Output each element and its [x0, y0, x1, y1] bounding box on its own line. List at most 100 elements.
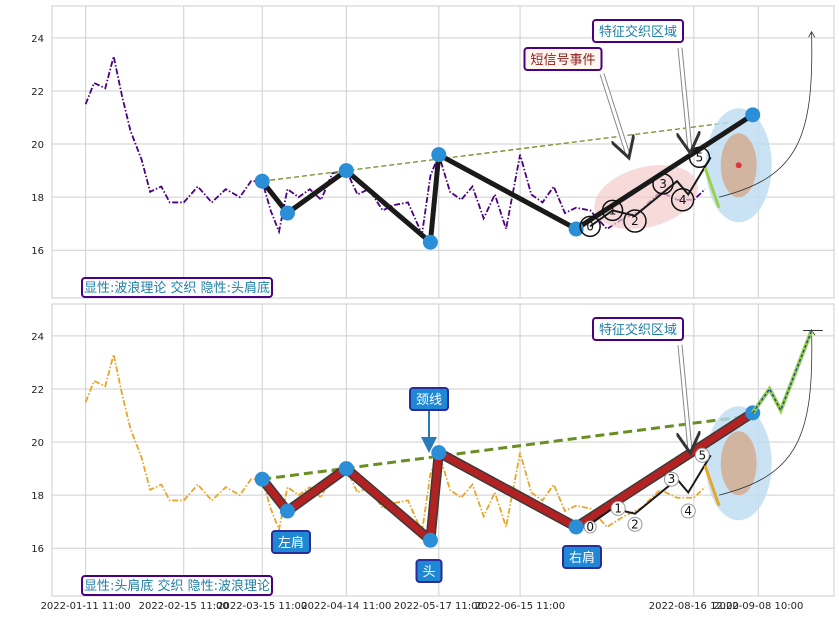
interweave-annotation: 特征交织区域 — [592, 317, 684, 341]
wave-label-circle — [610, 500, 626, 516]
x-tick-label: 2022-02-15 11:00 — [139, 601, 229, 612]
wave-label: 3 — [663, 471, 679, 487]
pivot-point — [338, 461, 354, 477]
pivot-point — [422, 234, 438, 250]
neckline-label: 颈线 — [409, 387, 449, 411]
head-label-box — [415, 559, 443, 583]
head-label-text: 头 — [422, 565, 435, 580]
panel-footer-box — [81, 575, 273, 596]
subwave-line — [589, 156, 712, 228]
price-line — [84, 354, 706, 536]
left-shoulder-label-box — [271, 530, 311, 554]
signal-arrow — [600, 73, 628, 155]
panel-footer-text: 显性:头肩底 交织 隐性:波浪理论 — [84, 578, 270, 594]
interweave-annotation-box — [592, 19, 684, 43]
wave-label-text: 2 — [631, 517, 639, 531]
wave-label: 3 — [652, 173, 674, 195]
interweave-annotation: 特征交织区域 — [592, 19, 684, 43]
pivot-point — [431, 445, 447, 461]
x-tick-label: 2022-09-08 10:00 — [713, 601, 803, 612]
pivot-point — [279, 503, 295, 519]
right-shoulder-label-box — [562, 545, 602, 569]
wave-label-text: 3 — [659, 177, 667, 191]
y-tick-label: 18 — [31, 491, 44, 502]
pivot-point — [745, 107, 761, 123]
y-tick-label: 16 — [31, 544, 44, 555]
y-tick-label: 24 — [31, 332, 44, 343]
wave-label: 4 — [680, 503, 696, 519]
wave-label-text: 2 — [631, 214, 639, 228]
wave-label-text: 5 — [698, 448, 706, 462]
x-tick-label: 2022-04-14 11:00 — [301, 601, 391, 612]
y-tick-label: 16 — [31, 246, 44, 257]
signal-annotation-text: 短信号事件 — [530, 53, 595, 68]
wave-label: 0 — [583, 520, 597, 534]
wave-label: 2 — [623, 209, 647, 233]
head-label: 头 — [415, 559, 443, 583]
pivot-point — [431, 147, 447, 163]
pivot-point — [422, 532, 438, 548]
projection-path-inner — [752, 330, 813, 414]
wave-label-circle — [652, 173, 674, 195]
interweave-zone-inner — [720, 431, 757, 496]
price-line — [84, 56, 706, 238]
projection-curve — [718, 33, 812, 198]
interweave-annotation-text: 特征交织区域 — [599, 24, 677, 40]
x-tick-label: 2022-06-15 11:00 — [475, 601, 565, 612]
wave-label: 0 — [579, 215, 601, 238]
subwave-tail — [703, 167, 721, 209]
subwave-line — [589, 454, 712, 526]
zone-center-dot — [735, 162, 742, 169]
neckline — [262, 414, 753, 481]
pivot-point — [568, 519, 584, 535]
y-tick-label: 20 — [31, 438, 44, 449]
wave-label: 1 — [610, 500, 626, 516]
neckline-label-text: 颈线 — [416, 393, 442, 408]
y-tick-label: 20 — [31, 140, 44, 151]
interweave-annotation-text: 特征交织区域 — [599, 322, 677, 338]
wave-label: 2 — [627, 516, 643, 532]
left-shoulder-label-text: 左肩 — [278, 535, 304, 551]
x-tick-label: 2022-05-17 11:00 — [394, 601, 484, 612]
wave-label-circle — [601, 199, 624, 222]
interweave-annotation-box — [592, 317, 684, 341]
interweave-arrow — [680, 344, 690, 450]
panel-footer-label: 显性:头肩底 交织 隐性:波浪理论 — [81, 575, 273, 596]
subwave-tail — [703, 465, 721, 507]
neckline — [262, 122, 728, 182]
x-tick-label: 2022-01-11 11:00 — [41, 601, 131, 612]
projection-curve — [718, 331, 812, 496]
wave-label-text: 3 — [668, 472, 676, 486]
panel-footer-box — [81, 277, 273, 298]
wave-label-text: 0 — [586, 520, 594, 534]
y-tick-label: 18 — [31, 193, 44, 204]
signal-annotation-box — [523, 47, 603, 71]
x-tick-label: 2022-03-15 11:00 — [217, 601, 307, 612]
wave-label-text: 0 — [586, 219, 594, 233]
neckline-label-box — [409, 387, 449, 411]
signal-annotation: 短信号事件 — [523, 47, 603, 71]
wave-label-circle — [627, 516, 643, 532]
wave-label-circle — [663, 471, 679, 487]
wave-label: 1 — [601, 199, 624, 222]
wave-label-circle — [680, 503, 696, 519]
wave-label-circle — [583, 520, 597, 534]
wave-label: 4 — [670, 188, 695, 212]
y-tick-label: 24 — [31, 34, 44, 45]
wave-label-text: 1 — [614, 501, 622, 515]
right-shoulder-label: 右肩 — [562, 545, 602, 569]
wave-label-circle — [670, 188, 695, 212]
wave-label-circle — [579, 215, 601, 238]
right-shoulder-label-text: 右肩 — [569, 550, 595, 566]
y-tick-label: 22 — [31, 87, 44, 98]
left-shoulder-label: 左肩 — [271, 530, 311, 554]
interweave-arrow — [680, 47, 690, 150]
pivot-point — [254, 471, 270, 487]
y-tick-label: 22 — [31, 385, 44, 396]
wave-label: 5 — [694, 447, 710, 463]
pivot-point — [279, 205, 295, 221]
panel-footer-label: 显性:波浪理论 交织 隐性:头肩底 — [81, 277, 273, 298]
